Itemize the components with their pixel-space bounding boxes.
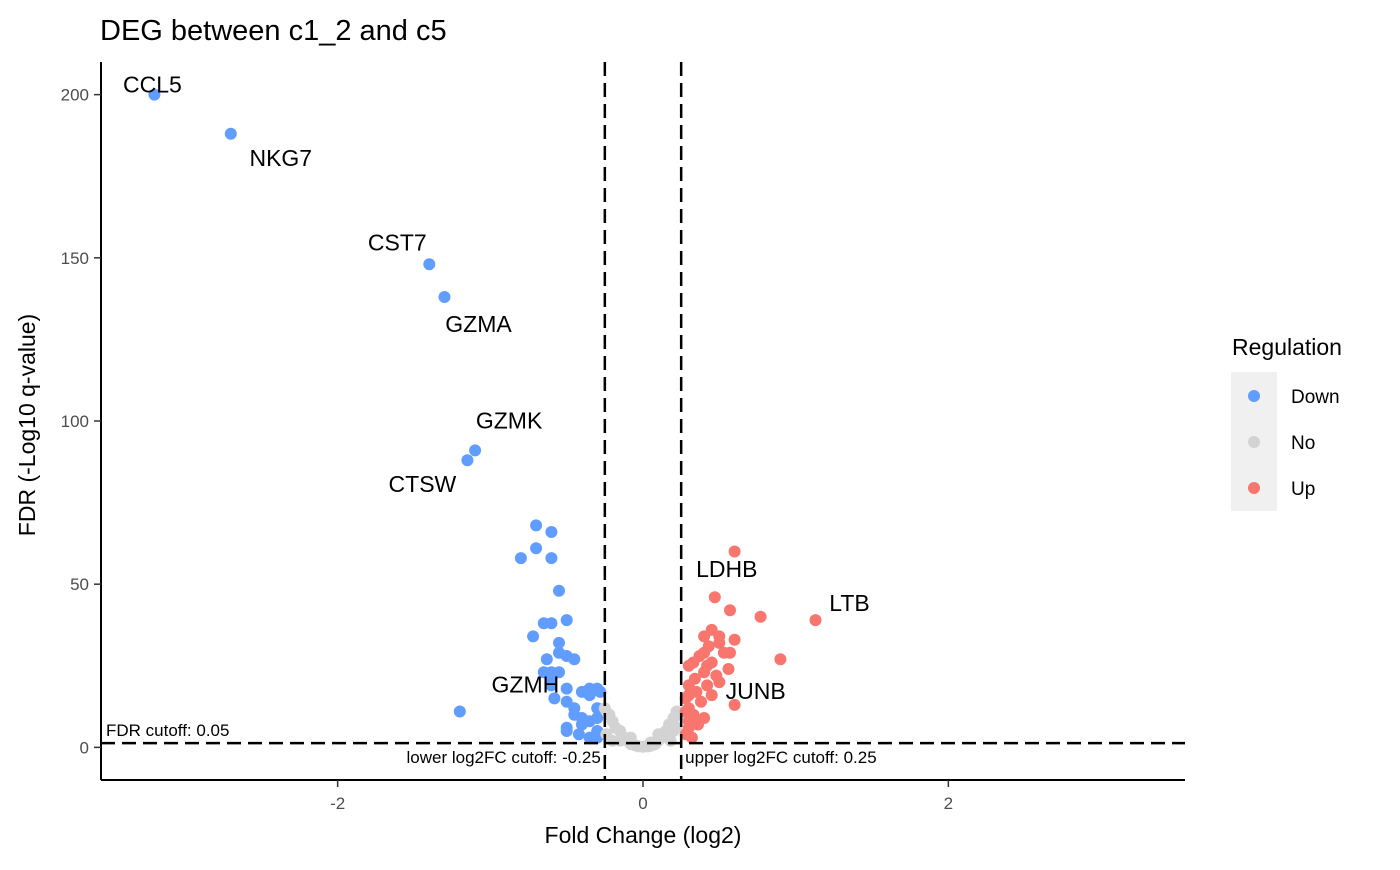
gene-label-junb: JUNB [726,678,786,704]
legend-label-up: Up [1291,479,1315,500]
data-point [679,692,692,705]
data-point [701,659,714,672]
legend-key-down [1248,390,1260,402]
data-point [682,659,695,672]
data-point [624,731,637,744]
chart-title: DEG between c1_2 and c5 [100,15,447,47]
x-axis-title: Fold Change (log2) [545,822,742,848]
data-point [545,552,558,565]
gene-label-ltb: LTB [829,590,869,616]
data-point [728,698,741,711]
x-tick-label: 0 [638,794,647,813]
lower-cutoff-label: lower log2FC cutoff: -0.25 [406,748,600,767]
data-point [685,731,698,744]
data-point [438,291,451,303]
data-point [754,610,767,623]
gene-label-gzma: GZMA [445,311,512,337]
legend-key-up [1248,482,1260,494]
data-point [453,705,466,718]
legend: Regulation Down No Up [1231,334,1342,511]
data-point [514,552,527,565]
data-point [548,692,561,705]
legend-label-no: No [1291,433,1315,454]
data-point [572,728,585,741]
x-tick-label: -2 [330,794,345,813]
data-point [728,545,741,558]
data-point [575,718,588,731]
data-point [710,669,723,682]
data-point [724,604,736,617]
data-point [728,633,741,646]
data-point [530,519,543,532]
data-point [606,734,619,747]
data-point [695,695,707,708]
legend-title: Regulation [1232,334,1342,360]
fdr-cutoff-label: FDR cutoff: 0.05 [106,721,229,740]
data-point [560,682,573,695]
data-point [545,617,558,630]
data-point [553,636,565,649]
data-point [540,653,553,666]
data-point [594,685,607,698]
data-point [652,728,665,741]
legend-label-down: Down [1291,387,1340,408]
data-point [461,454,474,467]
data-point [469,444,482,457]
data-point [724,646,736,659]
data-point [583,689,596,702]
y-tick-label: 150 [61,249,89,268]
data-point [698,630,711,643]
data-point [722,663,735,675]
data-point [545,679,558,692]
y-tick-label: 0 [80,738,89,757]
series-no [598,702,686,753]
data-point [670,721,683,734]
gene-label-cst7: CST7 [368,229,427,255]
legend-key-no [1248,436,1260,448]
data-point [545,526,558,538]
data-point [692,718,704,731]
data-point [701,679,714,692]
series-down [148,88,607,744]
data-point [527,630,540,643]
gene-label-ldhb: LDHB [696,556,757,582]
gene-label-gzmk: GZMK [476,407,543,433]
data-point [713,636,726,649]
x-tick-label: 2 [944,794,953,813]
y-axis-title: FDR (-Log10 q-value) [14,314,40,536]
upper-cutoff-label: upper log2FC cutoff: 0.25 [685,748,877,767]
data-point [224,127,237,140]
y-tick-label: 50 [70,575,89,594]
data-point [591,712,604,724]
series-up [679,545,822,744]
data-point [591,731,604,744]
plot-area: FDR cutoff: 0.05 lower log2FC cutoff: -0.… [61,62,1185,813]
gene-label-nkg7: NKG7 [249,145,312,171]
data-point [708,591,721,604]
gene-label-gzmh: GZMH [492,671,560,697]
data-point [568,653,581,666]
data-point [148,88,161,101]
gene-label-ctsw: CTSW [389,471,457,497]
data-point [530,542,543,555]
data-point [809,614,822,627]
data-point [553,584,565,597]
y-tick-label: 100 [61,412,89,431]
data-point [774,653,787,666]
data-point [705,689,718,702]
data-point [603,708,616,721]
data-point [560,614,573,627]
data-point [560,725,573,737]
gene-label-ccl5: CCL5 [123,72,182,98]
data-point [423,258,436,271]
y-tick-label: 200 [61,86,89,105]
